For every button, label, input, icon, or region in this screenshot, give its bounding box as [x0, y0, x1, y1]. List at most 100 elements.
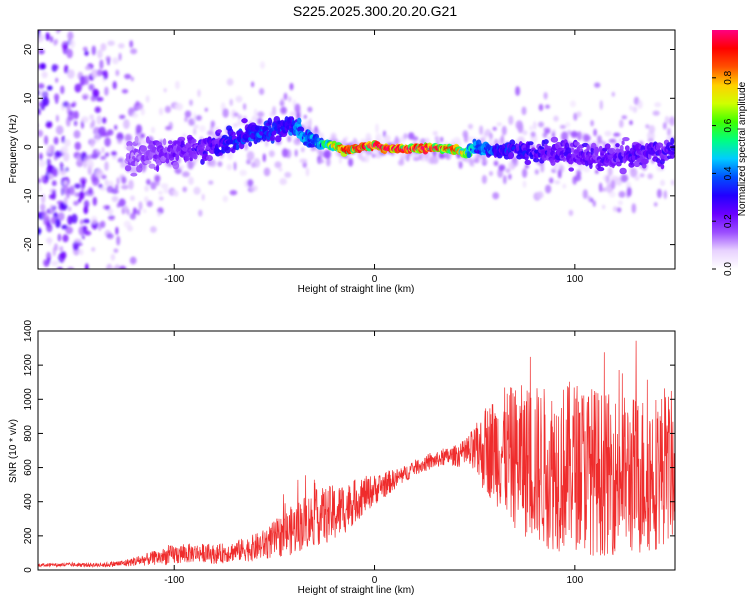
- heatmap-noise-blob: [38, 160, 46, 168]
- heatmap-noise-blob: [318, 159, 325, 164]
- heatmap-noise-blob: [131, 112, 139, 118]
- heatmap-noise-blob: [232, 123, 238, 128]
- heatmap-noise-blob: [193, 186, 201, 195]
- heatmap-noise-blob: [253, 108, 258, 118]
- heatmap-noise-blob: [247, 179, 254, 187]
- heatmap-noise-blob: [63, 300, 67, 305]
- heatmap-noise-blob: [75, 295, 80, 303]
- heatmap-noise-blob: [76, 159, 84, 168]
- heatmap-noise-blob: [662, 122, 667, 130]
- colorbar-tick-label: 0.8: [723, 70, 734, 84]
- heatmap-noise-blob: [110, 253, 116, 261]
- heatmap-noise-blob: [268, 150, 275, 158]
- heatmap-noise-blob: [154, 174, 161, 183]
- heatmap-noise-blob: [114, 264, 121, 269]
- heatmap-noise-blob: [58, 212, 65, 221]
- heatmap-noise-blob: [72, 0, 76, 9]
- heatmap-noise-blob: [45, 32, 50, 41]
- heatmap-noise-blob: [118, 52, 122, 61]
- heatmap-noise-blob: [403, 133, 408, 140]
- heatmap-noise-blob: [237, 114, 243, 120]
- heatmap-ridge-blob: [156, 164, 160, 173]
- heatmap-noise-blob: [112, 81, 117, 90]
- heatmap-noise-blob: [517, 136, 525, 145]
- bottom-x-axis-label: Height of straight line (km): [298, 585, 415, 596]
- heatmap-noise-blob: [545, 184, 552, 194]
- heatmap-noise-blob: [128, 179, 134, 190]
- heatmap-noise-blob: [117, 138, 123, 145]
- heatmap-noise-blob: [272, 106, 277, 116]
- heatmap-noise-blob: [41, 193, 46, 204]
- heatmap-ridge-blob: [550, 136, 559, 143]
- heatmap-noise-blob: [38, 49, 45, 55]
- heatmap-noise-blob: [184, 116, 188, 123]
- heatmap-noise-blob: [664, 115, 670, 125]
- heatmap-noise-blob: [52, 167, 58, 177]
- heatmap-noise-blob: [46, 223, 53, 233]
- heatmap-ridge-blob: [180, 140, 185, 146]
- top-y-axis: -20 -10 0 10 20: [23, 44, 675, 252]
- heatmap-noise-blob: [59, 246, 64, 252]
- heatmap-noise-blob: [83, 218, 90, 224]
- heatmap-ridge-blob: [615, 143, 620, 148]
- heatmap-noise-blob: [129, 40, 134, 48]
- heatmap-ridge-blob: [466, 151, 472, 158]
- heatmap-noise-blob: [620, 174, 629, 183]
- heatmap-noise-blob: [654, 102, 662, 108]
- heatmap-noise-blob: [663, 190, 667, 200]
- heatmap-noise-blob: [398, 159, 405, 166]
- heatmap-noise-blob: [590, 197, 594, 203]
- heatmap-noise-blob: [197, 89, 201, 98]
- heatmap-noise-blob: [105, 55, 111, 62]
- heatmap-noise-blob: [226, 78, 234, 86]
- heatmap-noise-blob: [533, 121, 537, 130]
- heatmap-noise-blob: [66, 48, 73, 59]
- heatmap-noise-blob: [37, 15, 44, 24]
- heatmap-noise-blob: [91, 247, 96, 252]
- heatmap-noise-blob: [182, 186, 187, 193]
- heatmap-noise-blob: [574, 174, 582, 182]
- heatmap-noise-blob: [57, 464, 63, 469]
- heatmap-noise-blob: [543, 127, 551, 133]
- heatmap-ridge-blob: [573, 141, 580, 146]
- top-x-tick-label: 0: [372, 274, 378, 285]
- heatmap-noise-blob: [431, 156, 439, 165]
- heatmap-noise-blob: [513, 159, 519, 167]
- heatmap-noise-blob: [543, 92, 548, 100]
- heatmap-noise-blob: [79, 219, 84, 225]
- heatmap-noise-blob: [55, 125, 64, 135]
- heatmap-ridge-blob: [206, 155, 213, 162]
- heatmap-noise-blob: [146, 178, 151, 186]
- heatmap-noise-blob: [438, 153, 447, 159]
- heatmap-noise-blob: [50, 415, 54, 422]
- heatmap-noise-blob: [229, 98, 233, 106]
- heatmap-ridge-blob: [193, 153, 198, 160]
- heatmap-ridge-blob: [508, 152, 514, 160]
- top-x-axis: -100 0 100: [164, 30, 584, 285]
- heatmap-noise-blob: [637, 99, 643, 109]
- heatmap-noise-blob: [51, 205, 57, 211]
- top-x-axis-label: Height of straight line (km): [298, 284, 415, 295]
- heatmap-noise-blob: [163, 188, 170, 194]
- heatmap-noise-blob: [432, 131, 438, 136]
- heatmap-noise-blob: [243, 103, 247, 111]
- heatmap-noise-blob: [502, 175, 507, 185]
- bottom-x-tick-label: 0: [372, 575, 378, 586]
- heatmap-noise-blob: [239, 169, 247, 176]
- heatmap-noise-blob: [56, 280, 64, 284]
- heatmap-noise-blob: [81, 179, 86, 189]
- heatmap-noise-blob: [103, 284, 111, 291]
- heatmap-noise-blob: [498, 164, 506, 171]
- heatmap-noise-blob: [608, 191, 616, 198]
- heatmap-ridge-blob: [550, 159, 556, 166]
- heatmap-noise-blob: [83, 206, 89, 215]
- bottom-y-tick-label: 200: [23, 527, 34, 544]
- top-y-tick-label: -20: [23, 237, 34, 252]
- bottom-y-tick-label: 0: [23, 567, 34, 573]
- heatmap-noise-blob: [500, 134, 505, 145]
- heatmap-noise-blob: [68, 312, 72, 316]
- heatmap-ridge-blob: [130, 172, 138, 177]
- heatmap-noise-blob: [71, 284, 77, 293]
- heatmap-noise-blob: [647, 173, 653, 180]
- heatmap-noise-blob: [599, 100, 603, 110]
